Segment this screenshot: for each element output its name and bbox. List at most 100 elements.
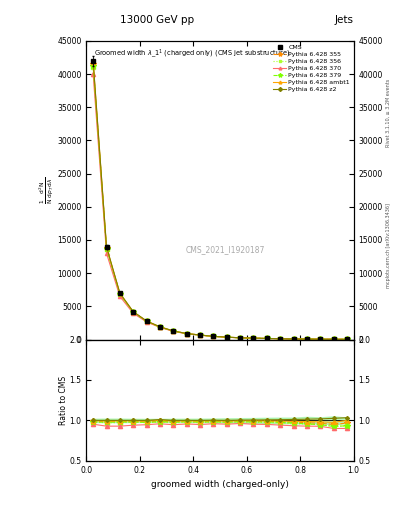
- Pythia 6.428 356: [291, 336, 296, 342]
- Y-axis label: Ratio to CMS: Ratio to CMS: [59, 376, 68, 425]
- Pythia 6.428 379: [238, 335, 242, 341]
- Pythia 6.428 355: [198, 332, 202, 338]
- Pythia 6.428 355: [318, 336, 323, 342]
- Pythia 6.428 370: [224, 334, 229, 340]
- Pythia 6.428 z2: [331, 336, 336, 343]
- Pythia 6.428 z2: [158, 324, 162, 330]
- Pythia 6.428 z2: [251, 335, 256, 341]
- Pythia 6.428 356: [184, 331, 189, 337]
- Pythia 6.428 379: [131, 309, 136, 315]
- X-axis label: groomed width (charged-only): groomed width (charged-only): [151, 480, 289, 489]
- Pythia 6.428 z2: [345, 336, 349, 343]
- Pythia 6.428 355: [345, 336, 349, 343]
- Pythia 6.428 379: [345, 336, 349, 343]
- Pythia 6.428 z2: [264, 335, 269, 342]
- Pythia 6.428 ambt1: [251, 335, 256, 341]
- Pythia 6.428 370: [251, 335, 256, 342]
- Pythia 6.428 z2: [184, 330, 189, 336]
- Pythia 6.428 355: [278, 336, 283, 342]
- Pythia 6.428 370: [264, 335, 269, 342]
- Pythia 6.428 356: [238, 335, 242, 341]
- Pythia 6.428 370: [104, 250, 109, 257]
- Text: CMS_2021_I1920187: CMS_2021_I1920187: [186, 245, 265, 254]
- Pythia 6.428 ambt1: [184, 331, 189, 337]
- Pythia 6.428 ambt1: [264, 335, 269, 342]
- Legend: CMS, Pythia 6.428 355, Pythia 6.428 356, Pythia 6.428 370, Pythia 6.428 379, Pyt: CMS, Pythia 6.428 355, Pythia 6.428 356,…: [273, 44, 351, 92]
- Pythia 6.428 370: [238, 335, 242, 341]
- Pythia 6.428 355: [251, 335, 256, 341]
- Pythia 6.428 z2: [198, 332, 202, 338]
- Pythia 6.428 370: [318, 336, 323, 342]
- Pythia 6.428 355: [264, 335, 269, 342]
- Pythia 6.428 355: [238, 335, 242, 341]
- Pythia 6.428 370: [144, 319, 149, 325]
- Pythia 6.428 ambt1: [144, 318, 149, 324]
- Pythia 6.428 z2: [171, 328, 176, 334]
- Pythia 6.428 z2: [224, 334, 229, 340]
- Pythia 6.428 379: [291, 336, 296, 342]
- Pythia 6.428 370: [211, 333, 216, 339]
- Pythia 6.428 ambt1: [345, 336, 349, 343]
- Pythia 6.428 355: [158, 324, 162, 330]
- Pythia 6.428 ambt1: [305, 336, 309, 342]
- Pythia 6.428 370: [184, 331, 189, 337]
- Pythia 6.428 z2: [318, 336, 323, 342]
- Pythia 6.428 z2: [131, 309, 136, 315]
- Pythia 6.428 379: [251, 335, 256, 341]
- Pythia 6.428 379: [91, 63, 95, 69]
- Pythia 6.428 379: [211, 333, 216, 339]
- Pythia 6.428 370: [171, 328, 176, 334]
- Pythia 6.428 z2: [291, 336, 296, 342]
- Pythia 6.428 356: [144, 318, 149, 325]
- Pythia 6.428 355: [224, 334, 229, 340]
- Pythia 6.428 379: [264, 335, 269, 342]
- Pythia 6.428 370: [278, 336, 283, 342]
- Pythia 6.428 355: [291, 336, 296, 342]
- Pythia 6.428 z2: [238, 335, 242, 341]
- Pythia 6.428 z2: [118, 290, 122, 296]
- Line: Pythia 6.428 356: Pythia 6.428 356: [91, 66, 349, 342]
- Text: Groomed width $\lambda\_1^1$ (charged only) (CMS jet substructure): Groomed width $\lambda\_1^1$ (charged on…: [94, 47, 291, 60]
- Pythia 6.428 355: [211, 333, 216, 339]
- Pythia 6.428 379: [118, 291, 122, 297]
- Pythia 6.428 379: [158, 324, 162, 330]
- Pythia 6.428 ambt1: [238, 335, 242, 341]
- Pythia 6.428 z2: [144, 318, 149, 324]
- Pythia 6.428 ambt1: [291, 336, 296, 342]
- Pythia 6.428 356: [171, 328, 176, 334]
- Pythia 6.428 ambt1: [278, 336, 283, 342]
- Pythia 6.428 356: [305, 336, 309, 342]
- Pythia 6.428 370: [131, 310, 136, 316]
- Pythia 6.428 355: [171, 328, 176, 334]
- Pythia 6.428 z2: [104, 244, 109, 250]
- Pythia 6.428 ambt1: [104, 244, 109, 250]
- Text: Rivet 3.1.10, ≥ 3.2M events: Rivet 3.1.10, ≥ 3.2M events: [386, 78, 391, 147]
- Pythia 6.428 355: [331, 336, 336, 343]
- Pythia 6.428 355: [305, 336, 309, 342]
- Pythia 6.428 356: [278, 336, 283, 342]
- Pythia 6.428 370: [118, 293, 122, 300]
- Pythia 6.428 ambt1: [158, 324, 162, 330]
- Text: Jets: Jets: [335, 15, 354, 25]
- Pythia 6.428 356: [211, 333, 216, 339]
- Pythia 6.428 ambt1: [224, 334, 229, 340]
- Pythia 6.428 379: [224, 334, 229, 340]
- Text: mcplots.cern.ch [arXiv:1306.3436]: mcplots.cern.ch [arXiv:1306.3436]: [386, 203, 391, 288]
- Pythia 6.428 356: [264, 335, 269, 342]
- Pythia 6.428 356: [131, 309, 136, 315]
- Pythia 6.428 ambt1: [211, 333, 216, 339]
- Pythia 6.428 355: [144, 318, 149, 324]
- Pythia 6.428 379: [318, 336, 323, 342]
- Pythia 6.428 379: [198, 332, 202, 338]
- Pythia 6.428 370: [291, 336, 296, 342]
- Pythia 6.428 356: [91, 65, 95, 71]
- Pythia 6.428 355: [91, 61, 95, 67]
- Y-axis label: $\frac{1}{\mathrm{N}}\,\frac{\mathrm{d}^2\mathrm{N}}{\mathrm{d}p_T\,\mathrm{d}\l: $\frac{1}{\mathrm{N}}\,\frac{\mathrm{d}^…: [38, 177, 56, 204]
- Pythia 6.428 355: [118, 291, 122, 297]
- Pythia 6.428 356: [198, 332, 202, 338]
- Pythia 6.428 356: [345, 336, 349, 343]
- Pythia 6.428 z2: [305, 336, 309, 342]
- Pythia 6.428 ambt1: [171, 328, 176, 334]
- Pythia 6.428 z2: [278, 336, 283, 342]
- Pythia 6.428 z2: [211, 333, 216, 339]
